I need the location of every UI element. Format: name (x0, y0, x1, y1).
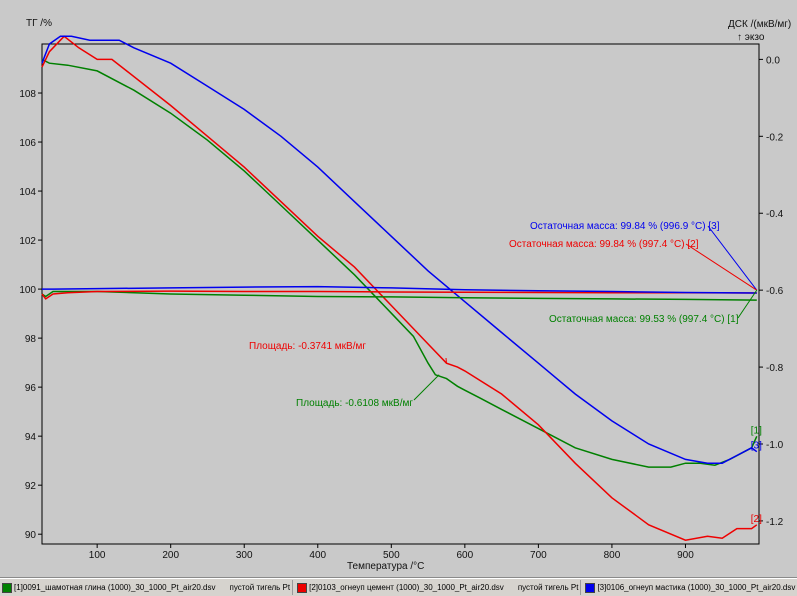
x-tick-label: 400 (309, 550, 326, 561)
y-right-sublabel: ↑ экзо (737, 32, 765, 43)
color-swatch-icon (585, 583, 595, 593)
x-tick-label: 700 (530, 550, 547, 561)
annotation-label: Площадь: -0.3741 мкВ/мг (249, 341, 366, 352)
y-left-tick-label: 94 (25, 432, 37, 443)
y-left-tick-label: 104 (19, 187, 36, 198)
status-file-item[interactable]: [2]0103_огнеуп цемент (1000)_30_1000_Pt_… (295, 580, 581, 595)
annotation-label: Остаточная масса: 99.53 % (997.4 °C) [1] (549, 314, 739, 325)
status-crucible: пустой тигель Pt (518, 583, 579, 592)
status-bar: [1]0091_шамотная глина (1000)_30_1000_Pt… (0, 578, 797, 596)
y-left-tick-label: 92 (25, 481, 37, 492)
chart-window: 100 200 300 400 500 600 700 800 900 90 92 94 96 98 100… (0, 0, 797, 578)
x-tick-label: 300 (236, 550, 253, 561)
status-file-index: [3] (597, 583, 606, 592)
series-end-label: [2] (751, 514, 762, 525)
annotation-label: Остаточная масса: 99.84 % (997.4 °C) [2] (509, 239, 699, 250)
y-left-label: ТГ /% (26, 18, 52, 29)
x-tick-label: 500 (383, 550, 400, 561)
y-left-tick-label: 90 (25, 530, 37, 541)
y-right-tick-label: 0.0 (766, 55, 780, 66)
color-swatch-icon (297, 583, 307, 593)
y-left-tick-label: 106 (19, 138, 36, 149)
series-end-label: [3] (751, 441, 762, 452)
status-file-name: 0106_огнеуп мастика (1000)_30_1000_Pt_ai… (606, 583, 795, 592)
tg-dsc-chart: 100 200 300 400 500 600 700 800 900 90 92 94 96 98 100… (0, 0, 797, 577)
x-tick-label: 800 (604, 550, 621, 561)
y-left-tick-label: 100 (19, 285, 36, 296)
status-file-index: [2] (309, 583, 318, 592)
x-tick-label: 900 (677, 550, 694, 561)
annotation-label: Площадь: -0.6108 мкВ/мг (296, 398, 413, 409)
series-end-label: [1] (751, 425, 762, 436)
annotation-label: Остаточная масса: 99.84 % (996.9 °C) [3] (530, 221, 720, 232)
status-file-index: [1] (14, 583, 23, 592)
x-label: Температура /°C (347, 561, 424, 572)
y-right-tick-label: -1.2 (766, 517, 784, 528)
y-right-tick-label: -0.2 (766, 132, 784, 143)
status-crucible: пустой тигель Pt (229, 583, 290, 592)
x-tick-label: 100 (89, 550, 106, 561)
y-left-tick-label: 96 (25, 383, 37, 394)
y-right-tick-label: -1.0 (766, 440, 784, 451)
x-tick-label: 600 (457, 550, 474, 561)
status-file-item[interactable]: [3]0106_огнеуп мастика (1000)_30_1000_Pt… (583, 580, 797, 595)
y-left-tick-label: 102 (19, 236, 36, 247)
color-swatch-icon (2, 583, 12, 593)
y-right-label: ДСК /(мкВ/мг) (728, 19, 791, 30)
y-right-tick-label: -0.6 (766, 286, 784, 297)
status-file-name: 0091_шамотная глина (1000)_30_1000_Pt_ai… (23, 583, 216, 592)
y-left-tick-label: 98 (25, 334, 37, 345)
x-tick-label: 200 (162, 550, 179, 561)
y-right-tick-label: -0.8 (766, 363, 784, 374)
status-file-item[interactable]: [1]0091_шамотная глина (1000)_30_1000_Pt… (0, 580, 293, 595)
y-left-tick-label: 108 (19, 89, 36, 100)
status-file-name: 0103_огнеуп цемент (1000)_30_1000_Pt_air… (318, 583, 504, 592)
y-right-tick-label: -0.4 (766, 209, 784, 220)
